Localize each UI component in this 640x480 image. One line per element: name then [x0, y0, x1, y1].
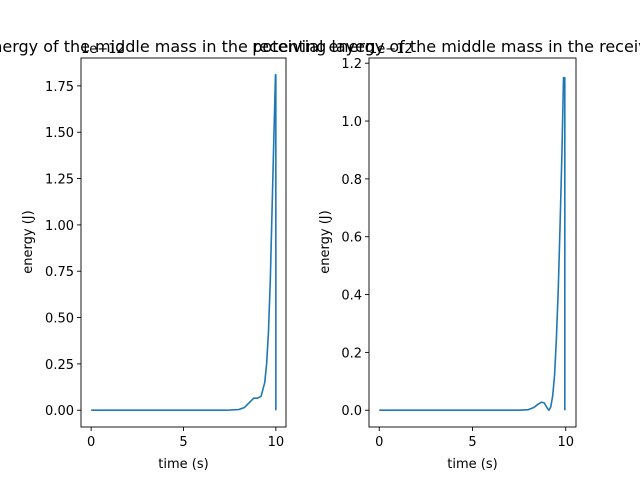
kinetic-energy-xtick-label: 0 — [87, 435, 95, 450]
kinetic-energy-ytick-label: 1.00 — [45, 219, 74, 234]
potential-energy-ytick-label: 0.0 — [341, 404, 362, 419]
kinetic-energy-plot-area: 0 5 10 0.00 0.25 0.50 0.75 1.00 1.25 1.50 1.75 — [45, 57, 287, 450]
kinetic-energy-offset-label: 1e−12 — [81, 42, 125, 57]
potential-energy-ytick-label: 0.4 — [341, 289, 362, 304]
potential-energy-xlabel: time (s) — [447, 457, 497, 472]
potential-energy-xtick-label: 0 — [375, 435, 383, 450]
potential-energy-ytick-label: 1.0 — [341, 115, 362, 130]
potential-energy-ytick-label: 0.8 — [341, 173, 362, 188]
potential-energy-series-line — [379, 76, 566, 412]
kinetic-energy-ytick-label: 0.75 — [45, 265, 74, 280]
potential-energy-plot-area: 0 5 10 0.0 0.2 0.4 0.6 0.8 1.0 1.2 — [341, 57, 577, 450]
potential-energy-offset-label: 1e−12 — [369, 42, 413, 57]
kinetic-energy-xlabel: time (s) — [158, 457, 208, 472]
potential-energy-subplot: 0 5 10 0.0 0.2 0.4 0.6 0.8 1.0 1.2 potential ener… — [252, 37, 640, 472]
kinetic-energy-ytick-label: 0.25 — [45, 358, 74, 373]
kinetic-energy-xtick-label: 10 — [268, 435, 285, 450]
kinetic-energy-title: c energy of the middle mass in the recei… — [0, 37, 372, 56]
potential-energy-xtick-label: 10 — [557, 435, 574, 450]
kinetic-energy-xtick-label: 5 — [179, 435, 187, 450]
potential-energy-ytick-label: 1.2 — [341, 57, 362, 72]
kinetic-energy-ytick-label: 0.50 — [45, 312, 74, 327]
potential-energy-ytick-label: 0.2 — [341, 346, 362, 361]
kinetic-energy-subplot: 0 5 10 0.00 0.25 0.50 0.75 1.00 1.25 1.50 1.75 c e… — [0, 37, 372, 472]
kinetic-energy-ytick-label: 1.50 — [45, 126, 74, 141]
kinetic-energy-ytick-label: 1.25 — [45, 173, 74, 188]
kinetic-energy-series-line — [91, 73, 277, 412]
kinetic-energy-ytick-label: 0.00 — [45, 404, 74, 419]
kinetic-energy-ylabel: energy (J) — [21, 210, 36, 273]
potential-energy-title: potential energy of the middle mass in t… — [252, 37, 640, 56]
kinetic-energy-ytick-label: 1.75 — [45, 80, 74, 95]
potential-energy-xtick-label: 5 — [468, 435, 476, 450]
potential-energy-ylabel: energy (J) — [318, 210, 333, 273]
potential-energy-ytick-label: 0.6 — [341, 231, 362, 246]
